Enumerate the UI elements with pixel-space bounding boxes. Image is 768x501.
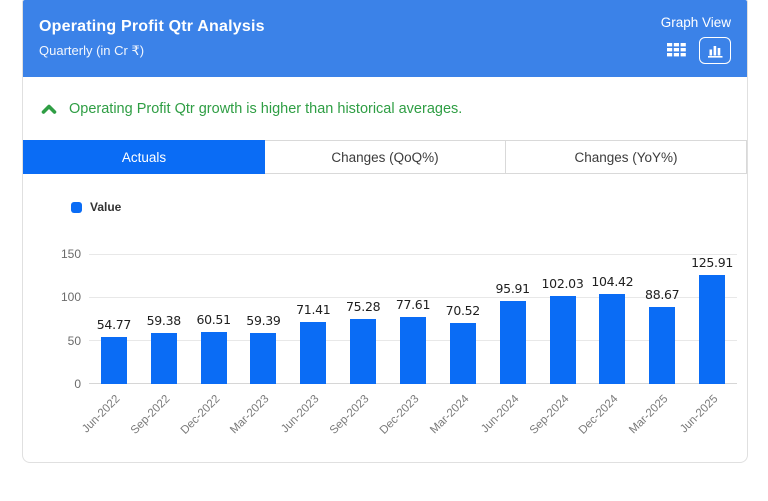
tab-changes-yoy[interactable]: Changes (YoY%) xyxy=(506,140,747,174)
view-switcher: Graph View xyxy=(661,13,731,77)
bar-slot: 71.41 xyxy=(288,254,338,384)
bar[interactable] xyxy=(449,322,476,384)
page-title: Operating Profit Qtr Analysis xyxy=(39,18,265,35)
bar[interactable] xyxy=(200,331,227,384)
legend-swatch xyxy=(71,201,82,213)
bar-chart: 0 50 100 150 54.77 59.38 60.51 59.39 71.41 75.28… xyxy=(49,247,737,446)
plot-area: 54.77 59.38 60.51 59.39 71.41 75.28 77.61 70.52… xyxy=(89,253,737,384)
bar[interactable] xyxy=(399,316,426,384)
bar-value-label: 60.51 xyxy=(196,311,231,327)
bar-value-label: 70.52 xyxy=(445,302,481,318)
bar-value-label: 71.41 xyxy=(296,302,331,318)
bar-value-label: 95.91 xyxy=(495,280,531,296)
tab-changes-qoq[interactable]: Changes (QoQ%) xyxy=(265,140,506,174)
y-axis: 0 50 100 150 xyxy=(49,247,89,391)
bar[interactable] xyxy=(599,293,626,384)
x-axis-slot: Mar-2024 xyxy=(428,384,488,446)
bar-slot: 77.61 xyxy=(388,254,438,384)
bar-slot: 125.91 xyxy=(687,254,737,384)
bar-value-label: 77.61 xyxy=(395,296,431,312)
bar-slot: 60.51 xyxy=(189,254,239,384)
graph-view-icon[interactable] xyxy=(699,37,731,64)
legend-item[interactable]: Value xyxy=(71,200,737,214)
page-subtitle: Quarterly (in Cr ₹) xyxy=(39,43,145,58)
tab-actuals[interactable]: Actuals xyxy=(23,140,265,174)
x-axis-slot: Dec-2023 xyxy=(378,384,438,446)
bar-slot: 59.39 xyxy=(239,254,289,384)
x-axis-label: Jun-2022 xyxy=(80,393,123,436)
bar-slot: 70.52 xyxy=(438,254,488,384)
header-titles: Operating Profit Qtr Analysis Quarterly … xyxy=(39,13,265,77)
insight-row: Operating Profit Qtr growth is higher th… xyxy=(23,77,747,140)
bar-value-label: 102.03 xyxy=(541,275,584,291)
x-axis-slot: Mar-2023 xyxy=(229,384,289,446)
bar[interactable] xyxy=(350,318,377,384)
y-axis-tick-label: 50 xyxy=(67,333,81,348)
bar-slot: 102.03 xyxy=(538,254,588,384)
bar-value-label: 88.67 xyxy=(645,287,680,303)
x-axis-slot: Sep-2023 xyxy=(328,384,388,446)
bar-slot: 75.28 xyxy=(338,254,388,384)
bar-value-label: 54.77 xyxy=(96,316,132,332)
bar-value-label: 59.39 xyxy=(246,312,281,328)
bar-slot: 88.67 xyxy=(637,254,687,384)
bar-value-label: 125.91 xyxy=(691,254,734,270)
gridline xyxy=(89,296,737,298)
bar-slot: 104.42 xyxy=(587,254,637,384)
x-axis-slot: Jun-2024 xyxy=(479,384,538,446)
tab-bar: Actuals Changes (QoQ%) Changes (YoY%) xyxy=(23,140,747,174)
x-axis-slot: Mar-2025 xyxy=(627,384,687,446)
bar[interactable] xyxy=(699,274,726,384)
x-axis-slot: Dec-2022 xyxy=(178,384,239,446)
table-view-icon[interactable] xyxy=(666,42,687,60)
bar-value-label: 104.42 xyxy=(591,273,634,289)
bars-row: 54.77 59.38 60.51 59.39 71.41 75.28 77.61 70.52… xyxy=(89,254,737,384)
bar-slot: 59.38 xyxy=(139,254,189,384)
insight-text: Operating Profit Qtr growth is higher th… xyxy=(69,101,463,117)
chart-section: Value 0 50 100 150 54.77 59.38 60.51 59.39 71.4… xyxy=(23,174,747,462)
bar[interactable] xyxy=(300,322,327,384)
chevron-up-icon[interactable] xyxy=(39,99,59,119)
y-axis-tick-label: 150 xyxy=(60,247,81,261)
bar[interactable] xyxy=(549,295,576,384)
bar[interactable] xyxy=(100,336,127,384)
x-axis-slot: Jun-2025 xyxy=(678,384,737,446)
x-axis: Jun-2022 Sep-2022 Dec-2022 Mar-2023 Jun-2023… xyxy=(80,384,737,446)
view-switcher-label: Graph View xyxy=(660,15,731,30)
bar[interactable] xyxy=(150,332,177,384)
bar[interactable] xyxy=(499,300,526,384)
x-axis-slot: Dec-2024 xyxy=(577,384,637,446)
x-axis-slot: Sep-2022 xyxy=(128,384,189,446)
analysis-card: Operating Profit Qtr Analysis Quarterly … xyxy=(22,0,748,463)
y-axis-tick-label: 100 xyxy=(60,290,81,305)
card-header: Operating Profit Qtr Analysis Quarterly … xyxy=(23,0,747,77)
bar-slot: 95.91 xyxy=(488,254,538,384)
x-axis-slot: Jun-2023 xyxy=(279,384,338,446)
y-axis-tick-label: 0 xyxy=(74,377,81,391)
x-axis-slot: Sep-2024 xyxy=(527,384,588,446)
bar-value-label: 75.28 xyxy=(345,298,381,314)
bar[interactable] xyxy=(649,307,676,384)
bar-slot: 54.77 xyxy=(89,254,139,384)
x-axis-slot: Jun-2022 xyxy=(80,384,139,446)
legend-label: Value xyxy=(90,200,122,214)
bar-value-label: 59.38 xyxy=(146,312,182,328)
bar[interactable] xyxy=(250,332,277,384)
gridline xyxy=(89,253,737,255)
